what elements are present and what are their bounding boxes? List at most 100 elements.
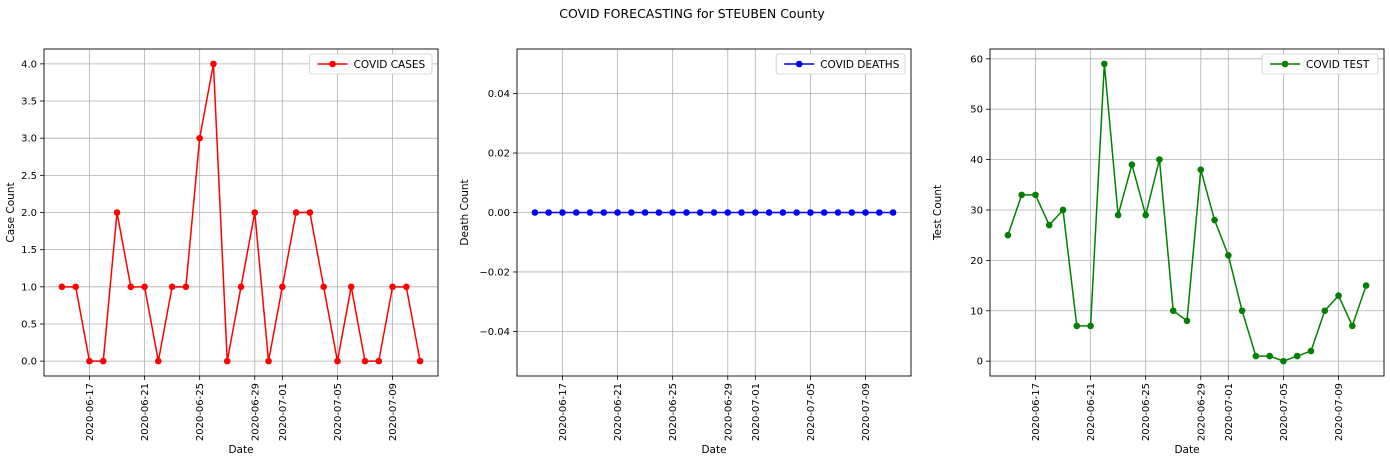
axes-frame [989, 48, 1385, 377]
y-tick-label: 0.5 [21, 319, 37, 330]
data-point [347, 283, 355, 291]
data-point [1349, 322, 1356, 330]
x-tick-label: 2020-06-21 [1086, 383, 1097, 441]
x-tick-label: 2020-06-17 [558, 383, 569, 441]
x-tick-label: 2020-07-05 [333, 383, 344, 441]
x-tick-label: 2020-07-01 [278, 383, 289, 441]
data-point [168, 283, 176, 291]
data-point [820, 209, 828, 216]
data-point [779, 209, 787, 216]
data-point [1045, 221, 1053, 229]
y-tick-label: 60 [970, 54, 983, 65]
data-point [862, 209, 869, 216]
data-point [127, 283, 135, 291]
data-point [72, 283, 79, 291]
data-point [696, 209, 704, 216]
y-tick-label: 10 [970, 306, 983, 317]
data-point [1018, 191, 1025, 199]
data-point [628, 209, 635, 216]
chart-panel-1: 0.0 0.5 1.0 1.5 2.0 2.5 3.0 3.5 4.0 2020-06-17 202… [5, 48, 439, 456]
data-point [265, 357, 272, 365]
data-point [196, 134, 203, 142]
data-point [1238, 307, 1246, 315]
y-axis-label: Case Count [5, 182, 17, 242]
data-point [1183, 317, 1191, 325]
x-tick-label: 2020-06-17 [85, 383, 96, 441]
data-point [1280, 357, 1287, 365]
data-point [1252, 352, 1260, 360]
x-tick-label: 2020-07-09 [388, 383, 399, 441]
x-tick-label: 2020-06-17 [1031, 383, 1042, 441]
data-point [1114, 211, 1122, 219]
data-point [1004, 231, 1012, 239]
data-point [793, 209, 800, 216]
x-tick-label: 2020-06-29 [1196, 383, 1207, 441]
data-point [237, 283, 245, 291]
legend-marker [329, 60, 336, 68]
data-point [531, 209, 539, 216]
y-tick-label: 50 [970, 105, 983, 116]
data-point [1321, 307, 1329, 315]
y-tick-label: 0.00 [488, 208, 510, 219]
data-point [375, 357, 383, 365]
legend-box [775, 53, 906, 75]
data-point [572, 209, 580, 216]
data-point [389, 283, 396, 291]
data-point [1101, 60, 1108, 68]
y-tick-label: 30 [970, 205, 983, 216]
x-tick-label: 2020-07-05 [1279, 383, 1290, 441]
data-point [1032, 191, 1039, 199]
data-point [1362, 282, 1370, 289]
data-point [614, 209, 621, 216]
data-point [738, 209, 745, 216]
data-point [1335, 292, 1342, 299]
y-tick-label: −0.04 [479, 327, 510, 338]
x-tick-label: 2020-07-01 [751, 383, 762, 441]
legend-box [1261, 53, 1379, 75]
y-tick-label: 4.0 [21, 59, 37, 70]
legend-marker [795, 60, 803, 68]
y-tick-label: 2.5 [21, 171, 37, 182]
data-point [1169, 307, 1177, 315]
y-tick-label: −0.02 [479, 267, 510, 278]
data-point [58, 283, 66, 291]
data-point [403, 283, 410, 291]
data-point [683, 209, 690, 216]
data-point [641, 209, 649, 216]
data-point [600, 209, 608, 216]
y-tick-label: 1.5 [21, 245, 37, 256]
data-point [210, 60, 217, 68]
data-point [1293, 352, 1301, 360]
data-point [1156, 156, 1163, 163]
data-point [99, 357, 107, 365]
data-point [306, 209, 314, 216]
data-point [1128, 161, 1136, 168]
x-tick-label: 2020-07-01 [1224, 383, 1235, 441]
data-point [292, 209, 300, 216]
data-point [1073, 322, 1081, 330]
data-point [182, 283, 190, 291]
x-tick-label: 2020-06-25 [668, 383, 679, 441]
data-point [710, 209, 718, 216]
data-point [655, 209, 663, 216]
data-point [669, 209, 676, 216]
data-point [807, 209, 814, 216]
figure-title: COVID FORECASTING for STEUBEN County [559, 6, 825, 21]
legend-box [309, 53, 433, 75]
y-tick-label: 2.0 [21, 208, 37, 219]
data-point [1211, 216, 1218, 224]
x-axis-label: Date [228, 444, 253, 456]
data-point [834, 209, 842, 216]
y-tick-label: 1.0 [21, 282, 37, 293]
y-tick-label: 3.5 [21, 97, 37, 108]
x-tick-label: 2020-07-09 [1334, 383, 1345, 441]
data-point [155, 357, 162, 365]
legend-label: COVID DEATHS [820, 59, 900, 71]
data-point [320, 283, 327, 291]
x-tick-label: 2020-06-21 [140, 383, 151, 441]
data-point [113, 209, 121, 216]
data-point [223, 357, 231, 365]
data-point [141, 283, 148, 291]
y-tick-label: 0.02 [488, 149, 510, 160]
